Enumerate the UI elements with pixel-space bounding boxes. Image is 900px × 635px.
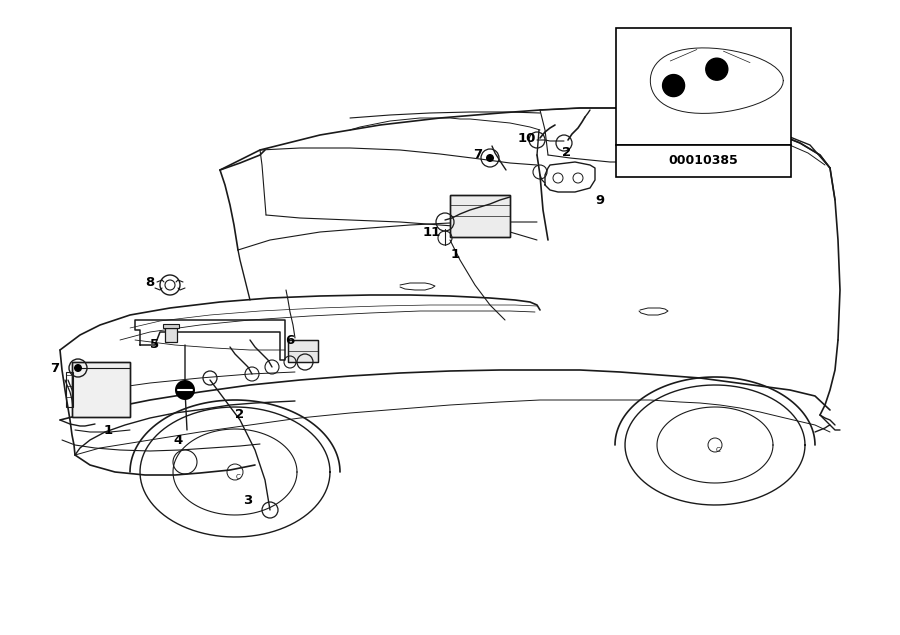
- Text: 5: 5: [150, 338, 159, 352]
- Text: 7: 7: [473, 149, 482, 161]
- Text: 6: 6: [285, 333, 294, 347]
- Text: 2: 2: [236, 408, 245, 422]
- Text: 8: 8: [146, 276, 155, 288]
- Bar: [66, 372, 73, 407]
- Bar: [450, 195, 510, 237]
- Text: 10: 10: [518, 131, 536, 145]
- Circle shape: [662, 74, 685, 97]
- Bar: [288, 340, 318, 362]
- Text: 7: 7: [50, 361, 59, 375]
- Text: 1: 1: [450, 248, 460, 262]
- Text: C: C: [236, 474, 240, 480]
- Bar: [72, 362, 130, 417]
- Circle shape: [706, 58, 728, 80]
- Bar: [450, 195, 510, 237]
- Text: 00010385: 00010385: [669, 154, 738, 168]
- Text: 9: 9: [596, 194, 605, 206]
- Bar: [616, 145, 791, 177]
- Bar: [72, 362, 130, 417]
- Bar: [163, 324, 179, 328]
- Bar: [165, 328, 177, 342]
- Circle shape: [486, 154, 494, 162]
- Circle shape: [74, 364, 82, 372]
- Text: 11: 11: [423, 225, 441, 239]
- Bar: [616, 28, 791, 145]
- Text: 1: 1: [104, 424, 112, 436]
- Text: C: C: [716, 447, 720, 453]
- Bar: [288, 340, 318, 362]
- Circle shape: [175, 380, 195, 400]
- Text: 4: 4: [174, 434, 183, 446]
- Text: 3: 3: [243, 493, 253, 507]
- Text: 2: 2: [562, 145, 572, 159]
